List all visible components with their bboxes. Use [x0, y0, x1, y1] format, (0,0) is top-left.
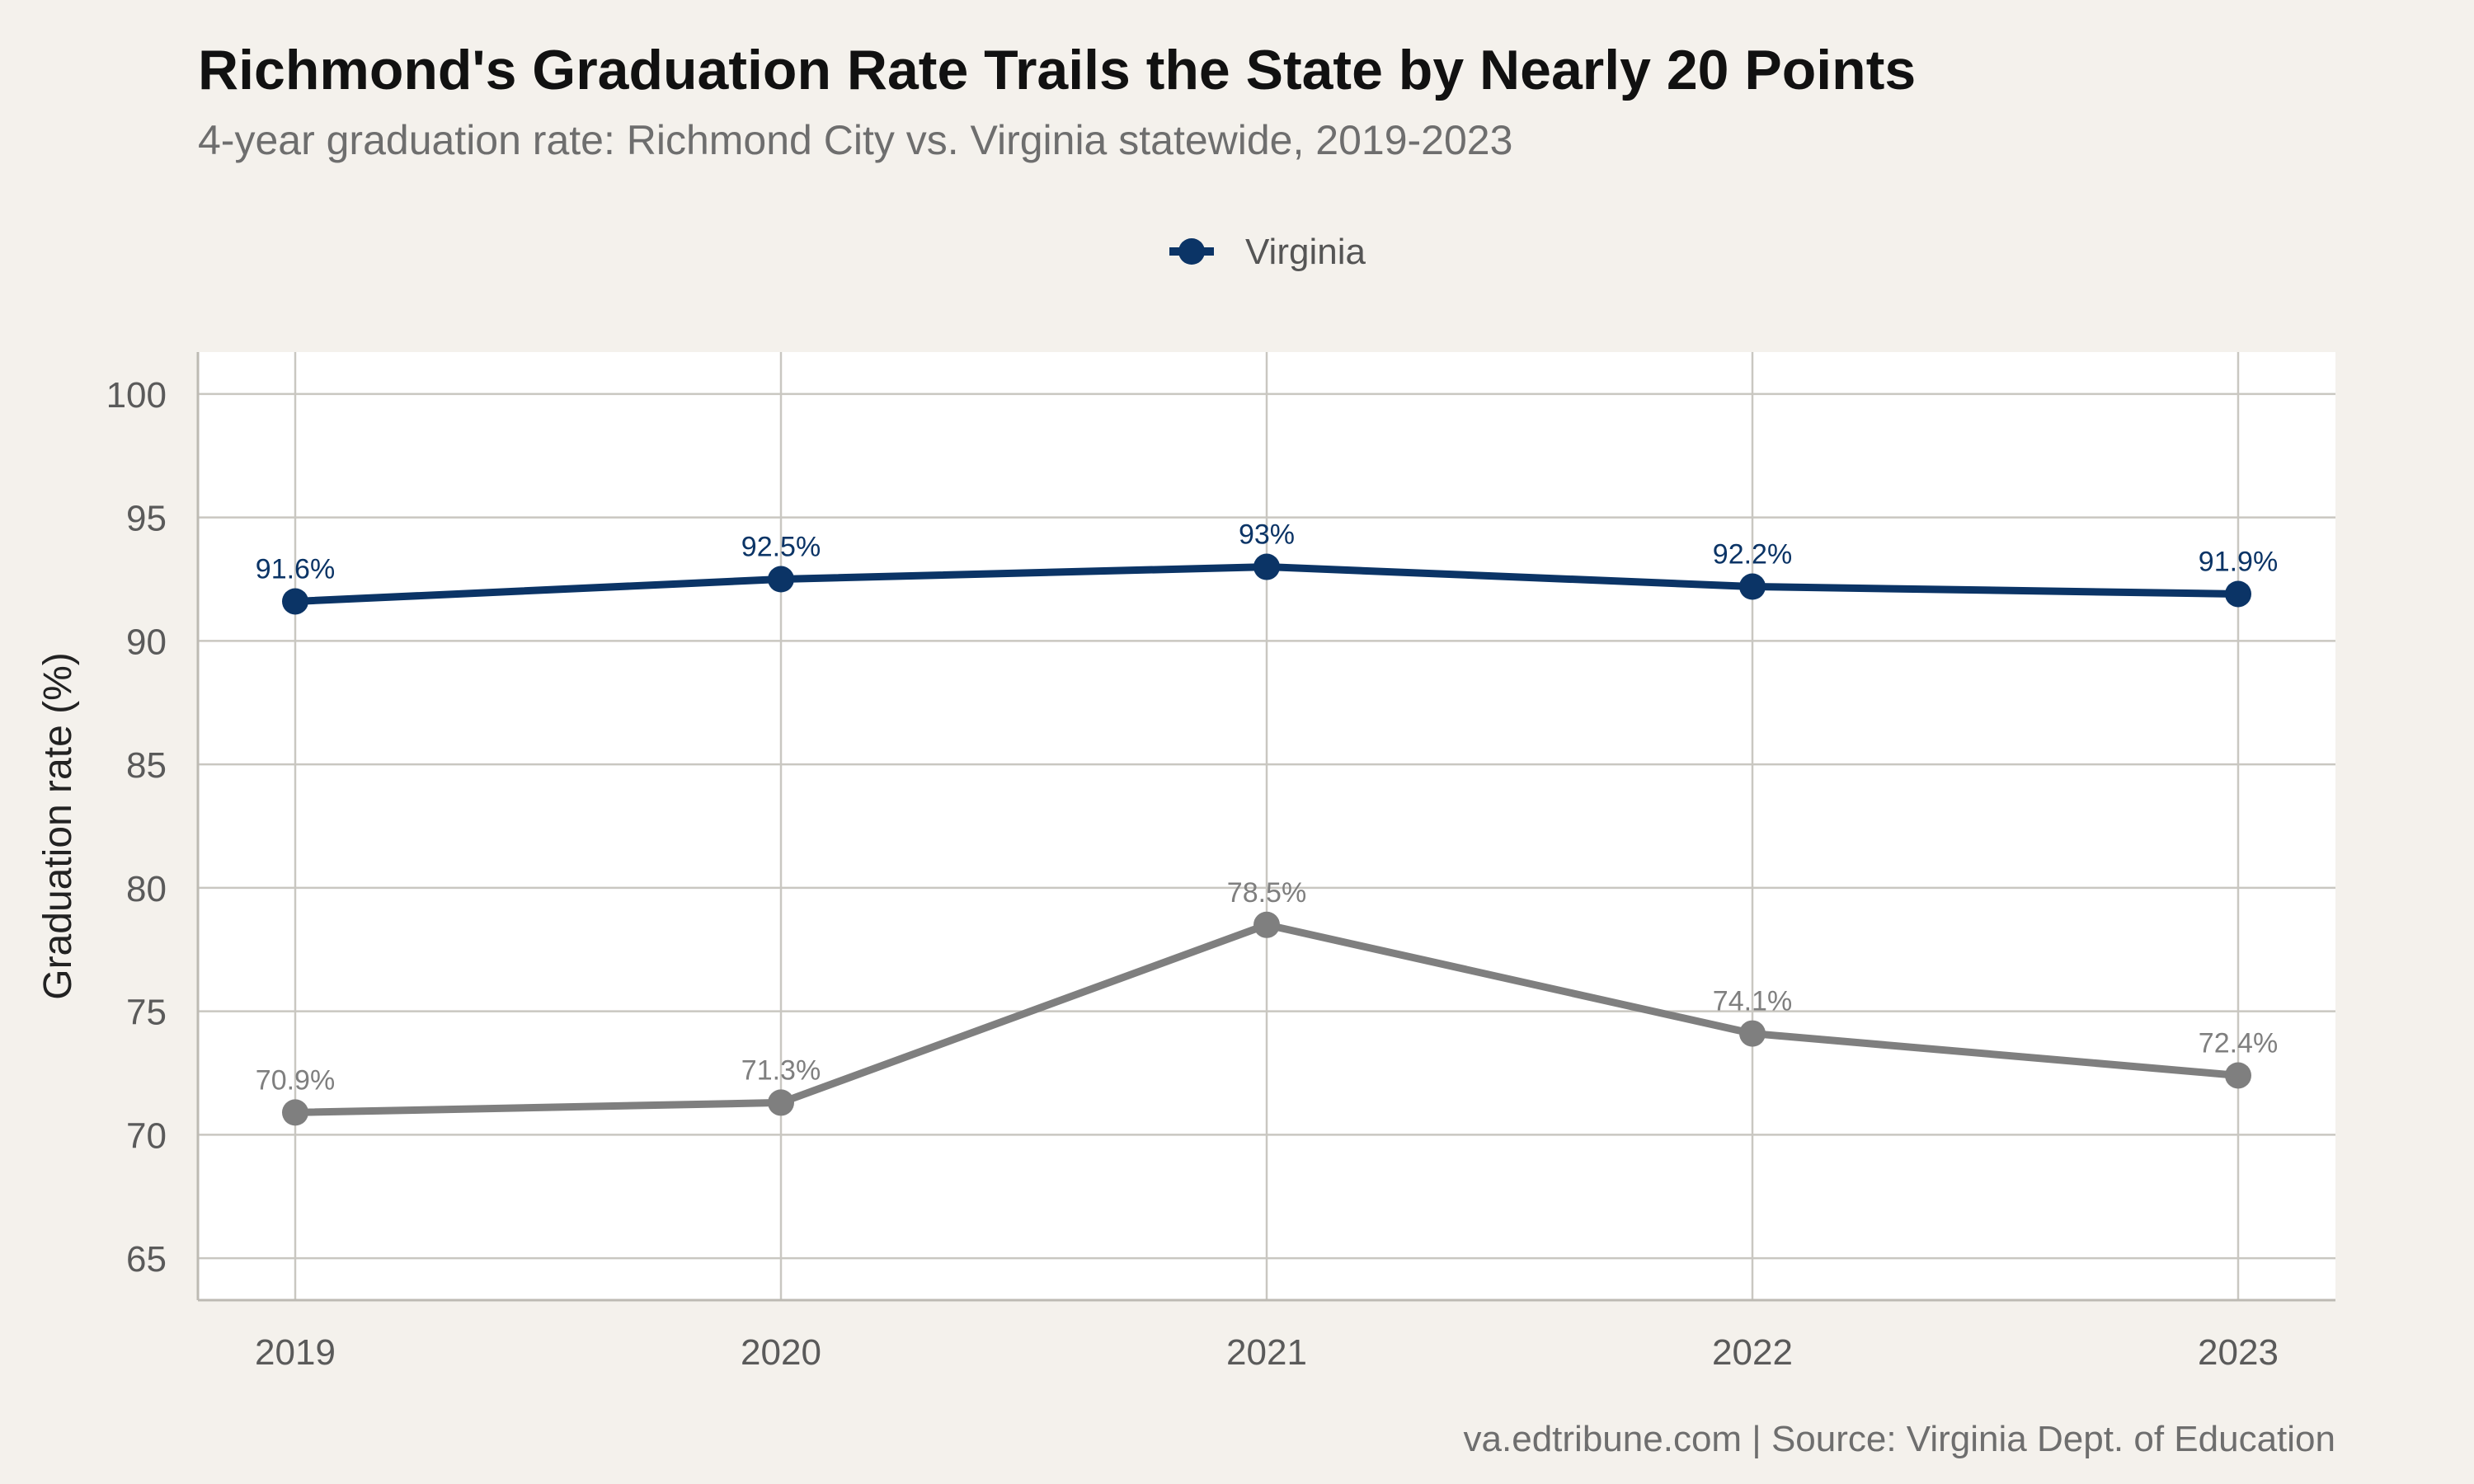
y-tick-label: 85 — [126, 745, 167, 786]
data-point — [1253, 911, 1280, 938]
x-tick-label: 2021 — [1226, 1332, 1307, 1373]
y-tick-label: 90 — [126, 622, 167, 662]
data-point — [1739, 1020, 1766, 1047]
data-point — [2225, 580, 2251, 608]
grid — [198, 352, 2335, 1300]
data-point — [282, 588, 308, 615]
data-point — [768, 566, 794, 593]
x-tick-label: 2019 — [255, 1332, 336, 1373]
y-axis-ticks: 65 70 75 80 85 90 95 100 — [106, 375, 167, 1280]
data-label: 74.1% — [1713, 986, 1792, 1017]
data-label: 71.3% — [741, 1054, 821, 1086]
data-point — [768, 1089, 794, 1116]
data-point — [1253, 553, 1280, 580]
data-point — [1739, 573, 1766, 600]
y-tick-label: 95 — [126, 499, 167, 539]
legend-swatch-point — [1178, 238, 1205, 265]
data-point — [2225, 1062, 2251, 1089]
data-label: 70.9% — [256, 1064, 335, 1096]
series-2: 70.9% 71.3% 78.5% 74.1% 72.4% — [256, 877, 2278, 1126]
x-tick-label: 2023 — [2198, 1332, 2279, 1373]
data-label: 78.5% — [1227, 877, 1306, 909]
y-tick-label: 65 — [126, 1239, 167, 1280]
legend-label: Virginia — [1245, 232, 1366, 272]
data-label: 92.5% — [741, 532, 821, 563]
y-tick-label: 70 — [126, 1115, 167, 1156]
x-axis-ticks: 2019 2020 2021 2022 2023 — [255, 1332, 2279, 1373]
chart-title: Richmond's Graduation Rate Trails the St… — [198, 39, 1916, 101]
y-tick-label: 100 — [106, 375, 167, 416]
x-tick-label: 2022 — [1712, 1332, 1793, 1373]
data-label: 91.9% — [2199, 546, 2278, 577]
chart-subtitle: 4-year graduation rate: Richmond City vs… — [198, 117, 1512, 163]
y-axis-title: Graduation rate (%) — [36, 652, 80, 1000]
y-tick-label: 75 — [126, 993, 167, 1033]
series-1: 91.6% 92.5% 93% 92.2% 91.9% — [256, 519, 2278, 615]
data-label: 72.4% — [2199, 1027, 2278, 1059]
legend: Virginia — [1169, 232, 1366, 272]
x-tick-label: 2020 — [741, 1332, 821, 1373]
series: 91.6% 92.5% 93% 92.2% 91.9% 70.9% 71.3% 78.5% 74… — [256, 519, 2278, 1126]
chart-caption: va.edtribune.com | Source: Virginia Dept… — [1464, 1419, 2335, 1459]
data-label: 92.2% — [1713, 539, 1792, 571]
y-tick-label: 80 — [126, 869, 167, 909]
data-point — [282, 1099, 308, 1126]
data-label: 91.6% — [256, 553, 335, 585]
data-label: 93% — [1239, 519, 1295, 551]
